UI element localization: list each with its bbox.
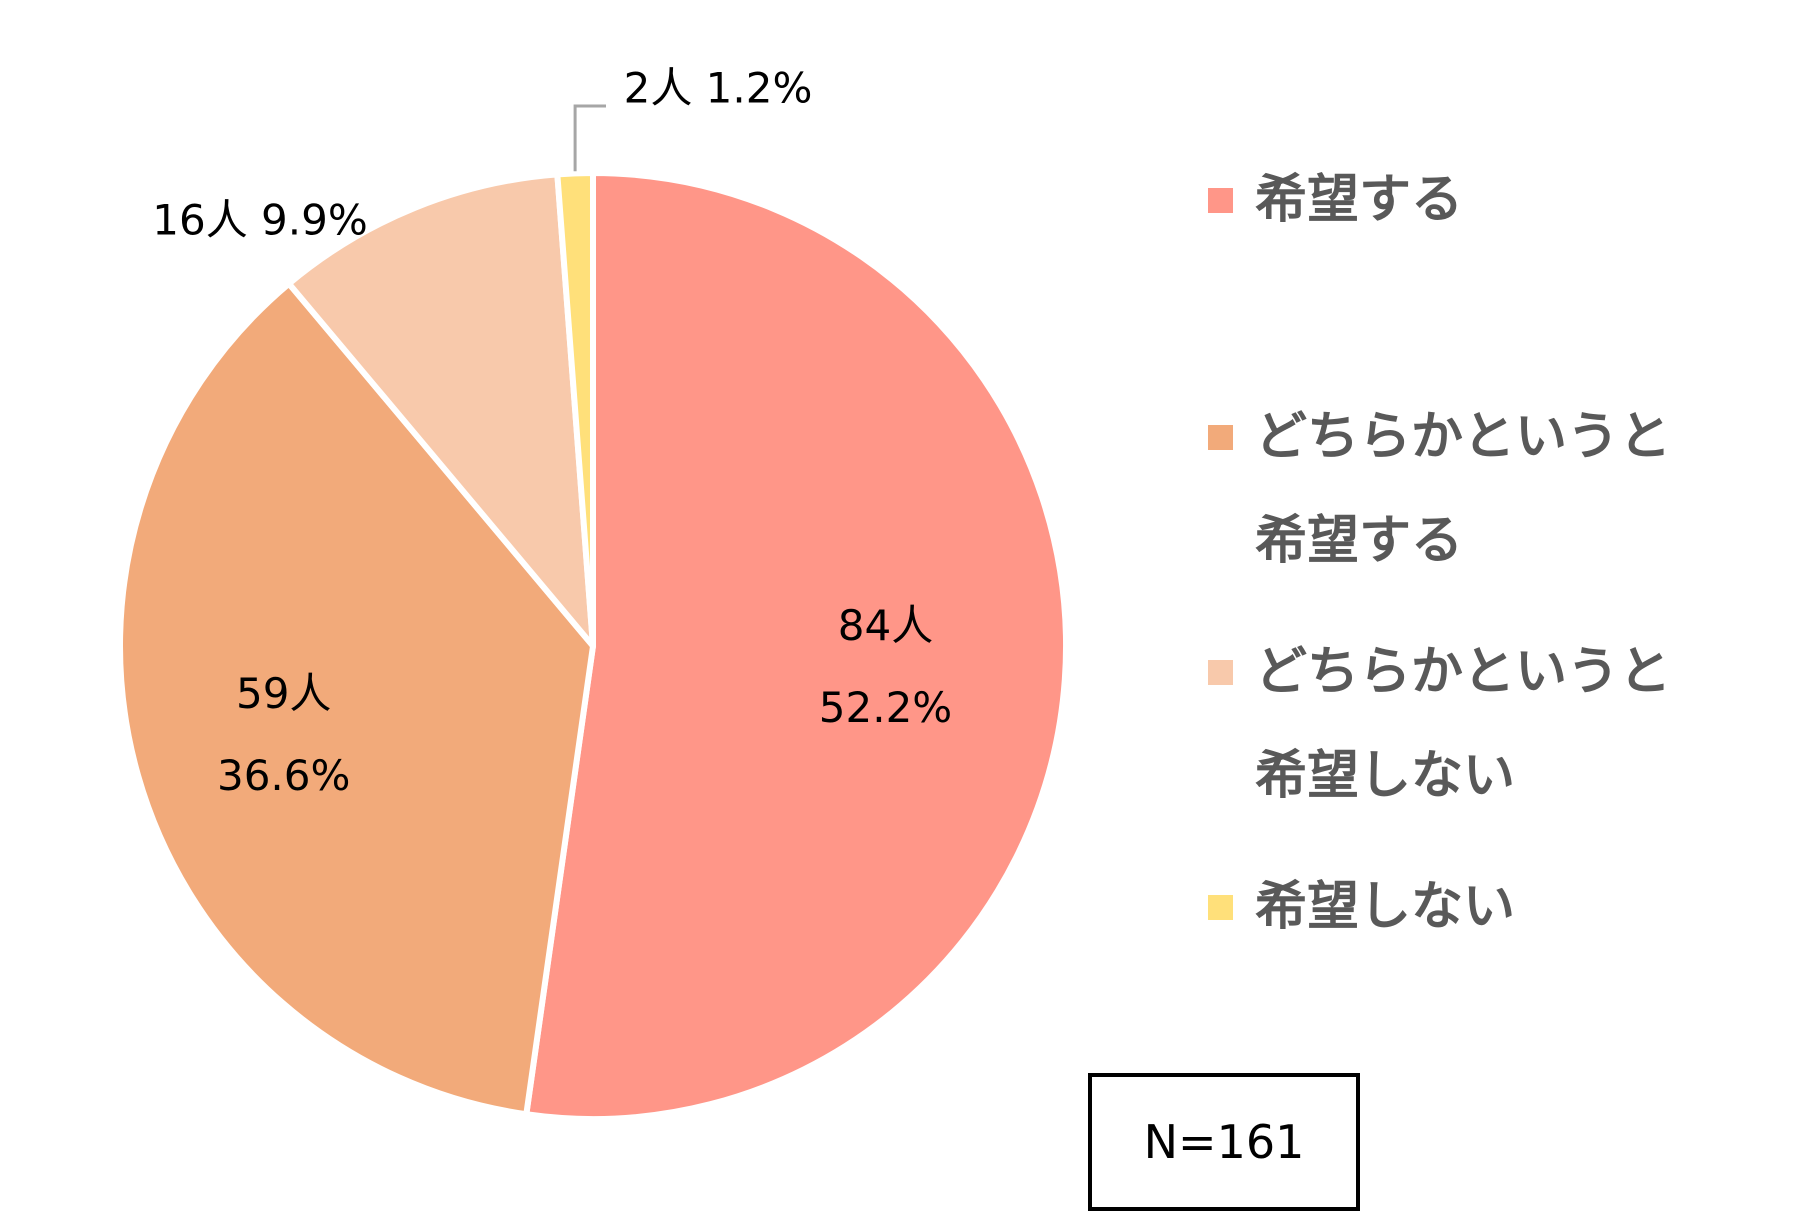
slice-percent-label-2: 36.6% (217, 751, 350, 800)
pie-slice-1 (523, 170, 1070, 1122)
legend-label-3-line-1: どちらかというと (1255, 642, 1671, 702)
slice-percent-label-1: 52.2% (819, 683, 952, 732)
legend-label-4-line-1: 希望しない (1255, 877, 1515, 937)
legend-swatch-4 (1208, 895, 1233, 920)
legend-swatch-1 (1208, 188, 1233, 213)
slice-label-3: 16人 9.9% (152, 196, 368, 245)
leader-lines (573, 104, 606, 172)
legend-label-1-line-1: 希望する (1255, 170, 1463, 230)
slice-count-label-1: 84人 (838, 601, 933, 650)
legend-label-2-line-2: 希望する (1255, 511, 1463, 571)
data-labels: 84人 52.2% 59人 36.6% 16人 9.9% 2人 1.2% (152, 64, 952, 800)
sample-size-frame (1088, 1073, 1360, 1211)
pie-slice-2 (117, 280, 596, 1118)
slice-count-label-2: 59人 (236, 669, 331, 718)
legend-swatch-2 (1208, 425, 1233, 450)
legend-label-2-line-1: どちらかというと (1255, 407, 1671, 467)
sample-size-label: N=161 (1144, 1115, 1305, 1169)
leader-line-4 (573, 104, 606, 172)
sample-size-box: N=161 (1088, 1073, 1360, 1211)
legend-swatch-3 (1208, 660, 1233, 685)
pie-slice-3 (285, 171, 596, 649)
pie-slice-4 (554, 170, 596, 649)
pie-slices (117, 170, 1070, 1122)
slice-label-4: 2人 1.2% (624, 64, 813, 113)
legend-label-3-line-2: 希望しない (1255, 746, 1515, 806)
